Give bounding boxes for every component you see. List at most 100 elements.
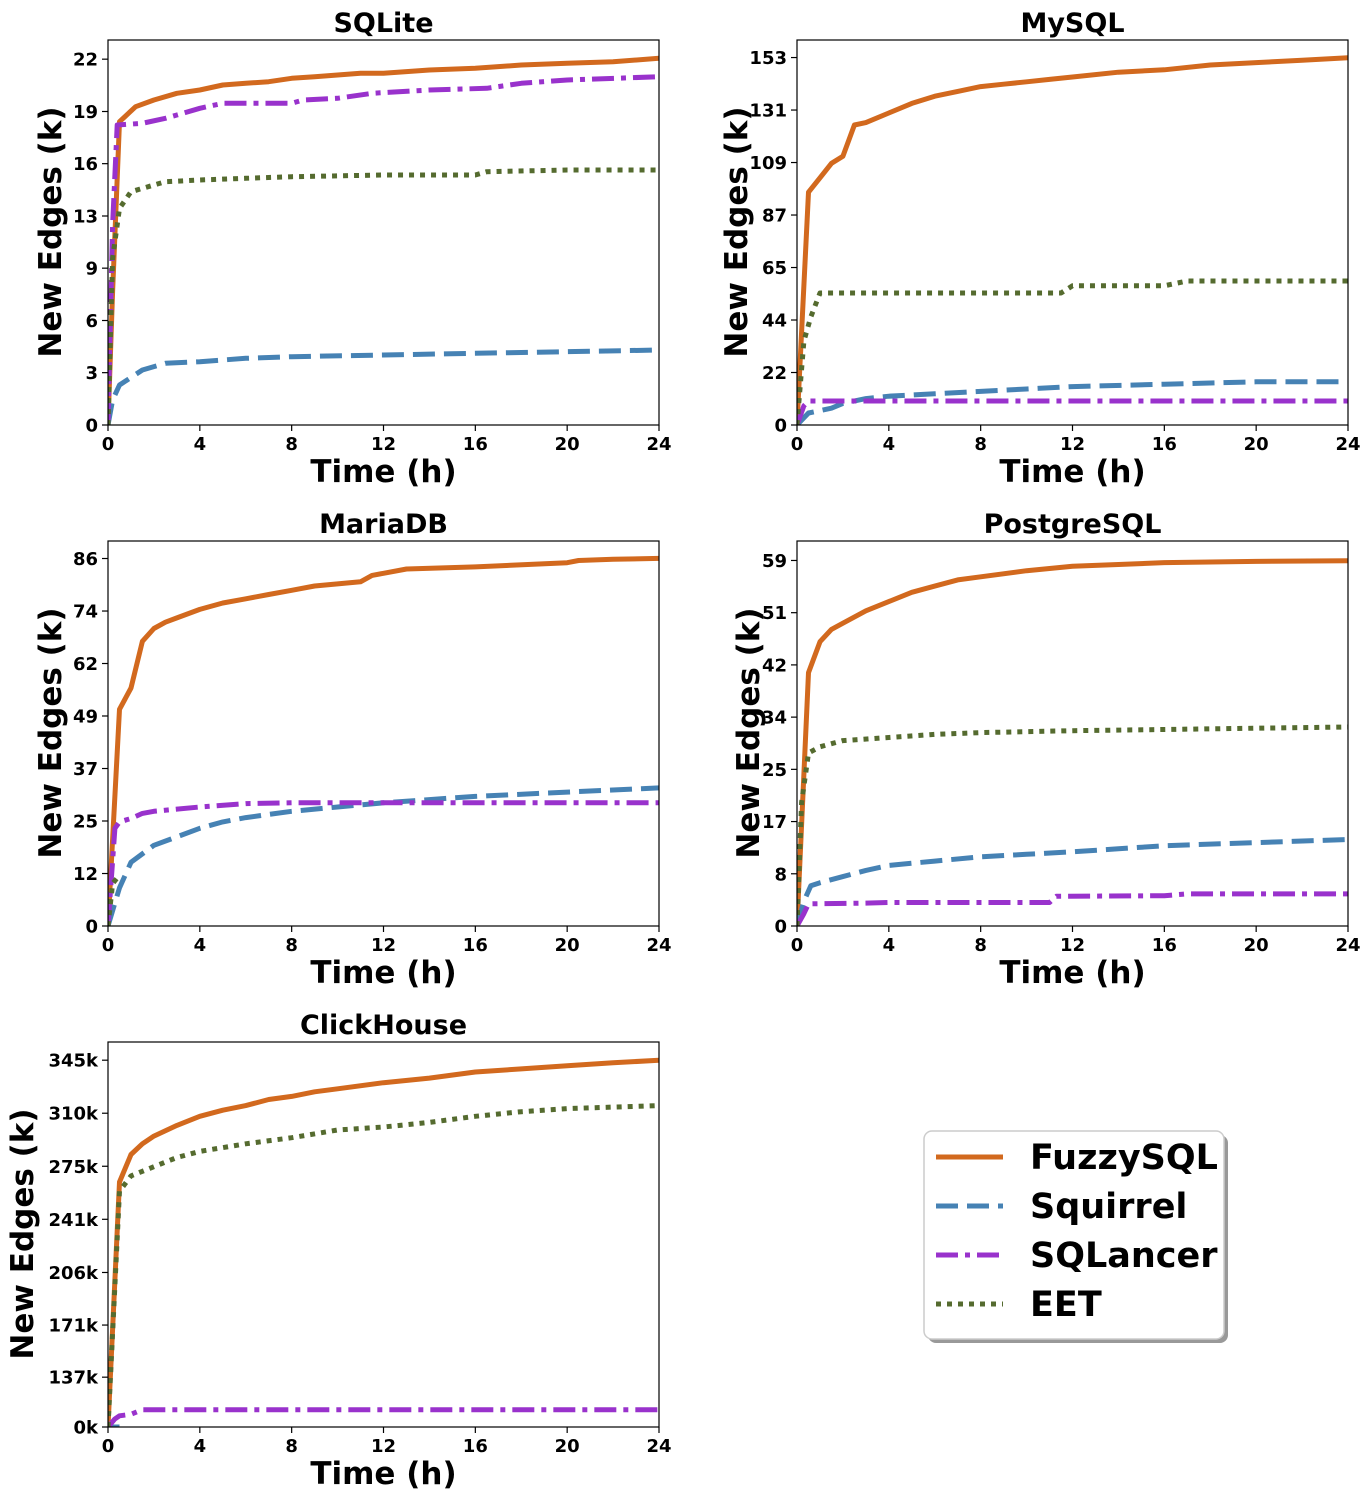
x-tick-label: 20 [1244, 434, 1269, 455]
x-tick-label: 16 [1152, 935, 1177, 956]
legend-label: Squirrel [1030, 1187, 1187, 1227]
y-tick-label: 25 [73, 811, 98, 832]
x-tick-label: 8 [285, 935, 298, 956]
x-tick-label: 12 [1060, 434, 1085, 455]
legend-item-fuzzysql: FuzzySQL [936, 1138, 1218, 1178]
y-tick-label: 51 [762, 603, 787, 624]
x-tick-label: 20 [555, 434, 580, 455]
y-tick-label: 0 [774, 917, 787, 938]
y-tick-label: 137k [48, 1368, 99, 1389]
series-line-sqlancer [797, 398, 1348, 425]
y-tick-label: 62 [73, 654, 98, 675]
y-tick-label: 16 [73, 154, 98, 175]
y-tick-label: 17 [762, 812, 787, 833]
axes-frame [796, 39, 1349, 426]
series-line-fuzzysql [797, 558, 1348, 926]
y-tick-label: 22 [73, 50, 98, 71]
chart-title: MariaDB [319, 509, 448, 540]
legend-frame [923, 1130, 1225, 1340]
x-tick-label: 0 [791, 434, 804, 455]
chart-title: ClickHouse [300, 1010, 467, 1041]
legend-item-sqlancer: SQLancer [936, 1236, 1218, 1276]
x-tick-label: 0 [102, 1436, 115, 1457]
x-tick-label: 4 [883, 434, 896, 455]
x-tick-label: 12 [371, 935, 396, 956]
x-tick-label: 4 [194, 434, 207, 455]
x-tick-label: 24 [646, 1436, 671, 1457]
y-tick-label: 34 [762, 708, 787, 729]
x-tick-label: 12 [371, 434, 396, 455]
x-tick-label: 24 [1335, 935, 1360, 956]
y-tick-label: 44 [762, 311, 787, 332]
y-tick-label: 131 [749, 101, 787, 122]
y-tick-label: 0 [85, 416, 98, 437]
y-tick-label: 42 [762, 655, 787, 676]
series-line-eet [108, 1103, 659, 1427]
y-tick-label: 0 [85, 917, 98, 938]
x-axis-label: Time (h) [999, 955, 1145, 991]
y-tick-label: 19 [73, 102, 98, 123]
x-tick-label: 24 [646, 434, 671, 455]
x-tick-label: 20 [555, 1436, 580, 1457]
legend-label: FuzzySQL [1030, 1138, 1218, 1178]
x-tick-label: 0 [102, 434, 115, 455]
x-tick-label: 24 [646, 935, 671, 956]
y-tick-label: 87 [762, 206, 787, 227]
x-tick-label: 12 [1060, 935, 1085, 956]
y-axis-label: New Edges (k) [33, 106, 69, 357]
y-axis-label: New Edges (k) [731, 607, 767, 858]
axes-frame [107, 39, 660, 426]
x-axis-label: Time (h) [310, 1456, 456, 1492]
x-tick-label: 4 [194, 935, 207, 956]
x-axis-label: Time (h) [310, 454, 456, 490]
x-axis-label: Time (h) [310, 955, 456, 991]
x-tick-label: 4 [194, 1436, 207, 1457]
x-tick-label: 20 [555, 935, 580, 956]
y-tick-label: 6 [85, 311, 98, 332]
x-tick-label: 16 [463, 1436, 488, 1457]
y-axis-label: New Edges (k) [33, 607, 69, 858]
series-line-fuzzysql [797, 55, 1348, 425]
series-line-eet [797, 724, 1348, 926]
y-tick-label: 0 [774, 416, 787, 437]
series-line-sqlancer [797, 891, 1348, 926]
legend-item-squirrel: Squirrel [936, 1187, 1187, 1227]
x-tick-label: 16 [1152, 434, 1177, 455]
series-line-eet [108, 873, 122, 926]
legend-items: FuzzySQL Squirrel SQLancer EET [936, 1138, 1218, 1325]
x-tick-label: 20 [1244, 935, 1269, 956]
subplot-postgresql: 0 4 8 12 16 20 24 0 8 17 25 34 42 51 59 PostgreSQL Time … [731, 509, 1361, 991]
y-tick-label: 59 [762, 551, 787, 572]
series-line-squirrel [797, 837, 1348, 926]
chart-title: MySQL [1020, 8, 1124, 39]
series-line-fuzzysql [108, 555, 659, 926]
y-tick-label: 9 [85, 259, 98, 280]
y-tick-label: 25 [762, 760, 787, 781]
series-line-eet [108, 167, 659, 425]
y-tick-label: 153 [749, 48, 787, 69]
subplot-mariadb: 0 4 8 12 16 20 24 0 12 25 37 49 62 74 86 MariaDB Time (h… [33, 509, 672, 991]
y-tick-label: 171k [48, 1316, 99, 1337]
y-tick-label: 206k [48, 1263, 99, 1284]
legend-label: SQLancer [1030, 1236, 1218, 1276]
y-tick-label: 22 [762, 363, 787, 384]
y-axis-label: New Edges (k) [719, 106, 755, 357]
y-tick-label: 37 [73, 759, 98, 780]
series-line-squirrel [797, 379, 1348, 425]
chart-title: PostgreSQL [984, 509, 1162, 540]
legend-label: EET [1030, 1285, 1102, 1325]
y-tick-label: 0k [74, 1418, 100, 1439]
y-tick-label: 310k [48, 1104, 99, 1125]
series-group [797, 55, 1348, 425]
x-tick-label: 16 [463, 434, 488, 455]
series-line-fuzzysql [108, 55, 659, 425]
subplot-clickhouse: 0 4 8 12 16 20 24 0k 137k 171k 206k 241k 275k 310k 345… [5, 1010, 672, 1492]
axes-frame [107, 540, 660, 927]
y-tick-label: 241k [48, 1210, 99, 1231]
x-tick-label: 8 [285, 434, 298, 455]
y-tick-label: 65 [762, 258, 787, 279]
y-axis-label: New Edges (k) [5, 1108, 41, 1359]
series-group [108, 1057, 659, 1427]
subplots: 0 4 8 12 16 20 24 0 3 6 9 13 16 19 22 SQLite Time (h) New… [5, 8, 1361, 1492]
